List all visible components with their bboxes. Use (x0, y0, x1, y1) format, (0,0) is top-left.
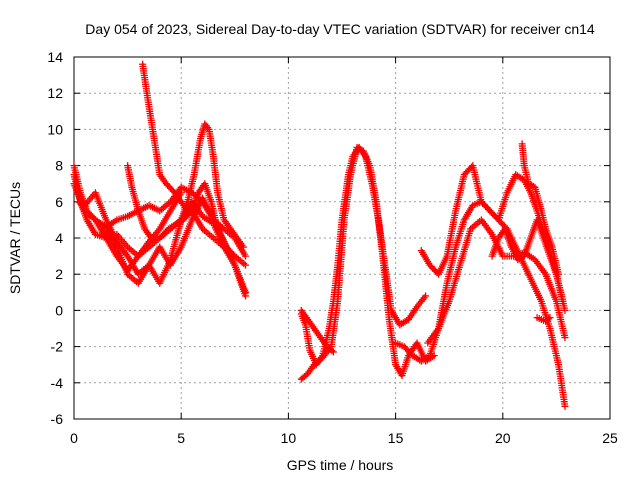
x-tick-label: 5 (177, 430, 185, 446)
x-tick-label: 25 (602, 430, 618, 446)
chart-title: Day 054 of 2023, Sidereal Day-to-day VTE… (85, 21, 595, 37)
y-tick-label: -6 (51, 411, 64, 427)
x-tick-label: 10 (281, 430, 297, 446)
y-tick-label: 10 (47, 121, 63, 137)
chart: Day 054 of 2023, Sidereal Day-to-day VTE… (0, 0, 640, 480)
x-tick-label: 0 (70, 430, 78, 446)
y-tick-label: 4 (55, 230, 63, 246)
x-tick-labels: 0 5 10 15 20 25 (70, 430, 618, 446)
x-axis-label: GPS time / hours (287, 457, 394, 473)
y-tick-label: -2 (51, 339, 64, 355)
y-tick-label: 2 (55, 266, 63, 282)
y-tick-label: 0 (55, 302, 63, 318)
x-tick-label: 15 (388, 430, 404, 446)
y-tick-labels: -6 -4 -2 0 2 4 6 8 10 12 14 (47, 49, 63, 427)
y-tick-label: 14 (47, 49, 63, 65)
y-tick-label: 12 (47, 85, 63, 101)
y-axis-label: SDTVAR / TECUs (7, 182, 23, 294)
y-tick-label: 6 (55, 194, 63, 210)
x-tick-label: 20 (495, 430, 511, 446)
y-tick-label: -4 (51, 375, 64, 391)
y-tick-label: 8 (55, 158, 63, 174)
series-arc17 (534, 314, 554, 325)
data-markers (71, 61, 569, 410)
